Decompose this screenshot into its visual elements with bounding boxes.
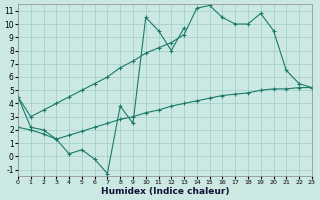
- X-axis label: Humidex (Indice chaleur): Humidex (Indice chaleur): [101, 187, 229, 196]
